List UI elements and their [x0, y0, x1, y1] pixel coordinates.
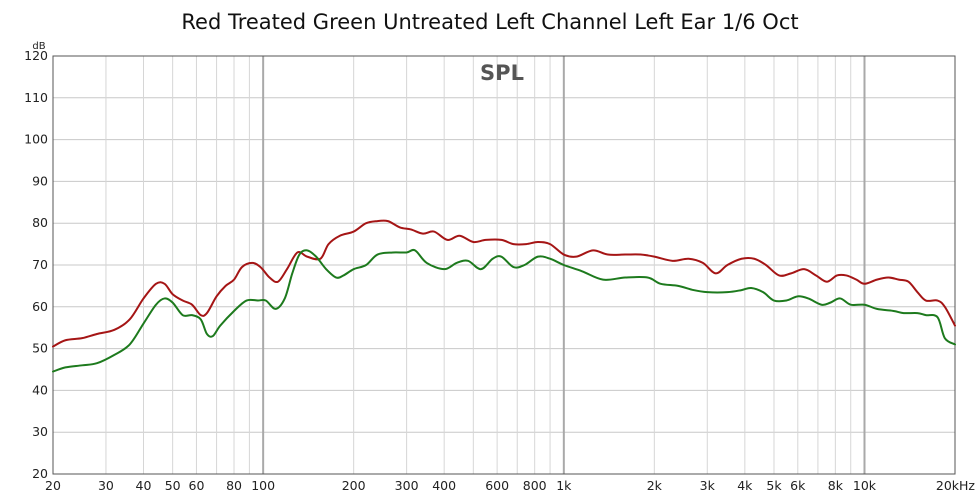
x-tick-label: 6k — [790, 478, 806, 493]
y-tick-label: 20 — [32, 466, 48, 481]
x-tick-label: 400 — [432, 478, 456, 493]
x-tick-label: 50 — [165, 478, 181, 493]
y-tick-label: 50 — [32, 341, 48, 356]
x-tick-label: 600 — [485, 478, 509, 493]
x-tick-label: 5k — [766, 478, 782, 493]
plot-label: SPL — [480, 61, 524, 85]
x-tick-label: 20kHz — [936, 478, 976, 493]
x-tick-label: 3k — [700, 478, 716, 493]
x-tick-label: 100 — [251, 478, 275, 493]
x-tick-label: 30 — [98, 478, 114, 493]
series-line-red — [52, 219, 956, 348]
y-axis-ticks: 20 30 40 50 60 70 80 90 100 110 120 — [24, 48, 48, 481]
series-lines — [52, 219, 956, 373]
y-tick-label: 70 — [32, 257, 48, 272]
x-tick-label: 40 — [136, 478, 152, 493]
x-tick-label: 1k — [556, 478, 572, 493]
y-tick-label: 100 — [24, 132, 48, 147]
x-tick-label: 300 — [395, 478, 419, 493]
y-tick-label: 30 — [32, 424, 48, 439]
x-tick-label: 20 — [45, 478, 61, 493]
x-tick-label: 10k — [853, 478, 877, 493]
y-tick-label: 90 — [32, 173, 48, 188]
y-tick-label: 110 — [24, 90, 48, 105]
y-tick-label: 80 — [32, 215, 48, 230]
x-tick-label: 800 — [523, 478, 547, 493]
y-tick-label: 60 — [32, 299, 48, 314]
x-tick-label: 200 — [342, 478, 366, 493]
plot-area-border — [52, 55, 956, 475]
x-tick-label: 60 — [189, 478, 205, 493]
y-tick-label: 120 — [24, 48, 48, 63]
series-line-green — [52, 248, 956, 373]
y-axis-unit-label: dB — [32, 41, 45, 52]
x-axis-ticks: 20 30 40 50 60 80 100 200 300 400 600 800 1k 2k 3k 4k 5k… — [45, 478, 975, 493]
x-tick-label: 2k — [647, 478, 663, 493]
x-tick-label: 80 — [226, 478, 242, 493]
chart-title: Red Treated Green Untreated Left Channel… — [181, 10, 798, 34]
y-tick-label: 40 — [32, 382, 48, 397]
x-tick-label: 4k — [737, 478, 753, 493]
x-tick-label: 8k — [828, 478, 844, 493]
